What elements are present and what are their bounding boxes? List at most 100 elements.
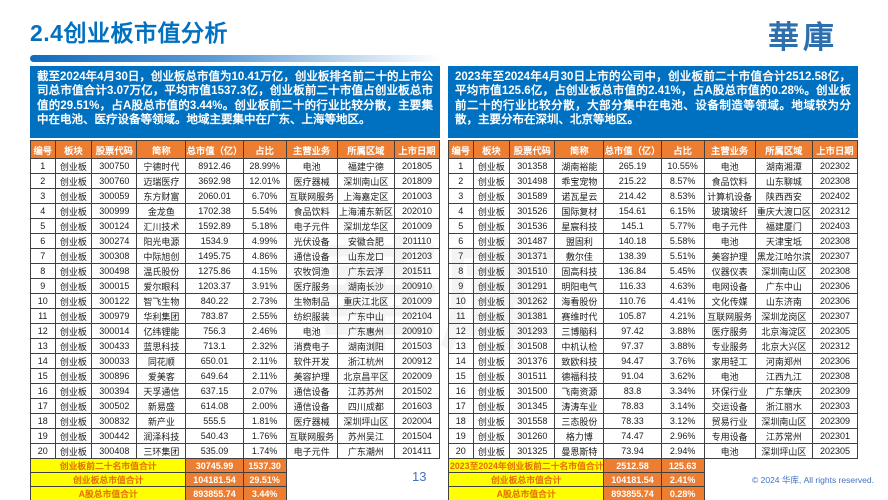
table-cell: 深圳坪山区 (336, 413, 395, 429)
table-cell: 广东云浮 (336, 263, 395, 279)
table-cell: 通信设备 (285, 398, 338, 414)
table-cell: 新易盛 (136, 398, 187, 414)
summary-value: 104181.54 (185, 472, 244, 487)
table-cell: 300433 (91, 338, 138, 354)
column-header: 简称 (554, 140, 605, 159)
column-header: 股票代码 (91, 140, 138, 159)
table-cell: 福建宁德 (336, 158, 395, 174)
table-cell: 202402 (811, 188, 859, 204)
table-cell: 北京大兴区 (754, 338, 813, 354)
table-cell: 互联网服务 (285, 188, 338, 204)
table-row: 18 创业板 300832 新产业 555.5 1.81% 医疗器械 深圳坪山区 202004 (30, 413, 441, 429)
table-cell: 2.73% (242, 293, 287, 309)
table-cell: 电子元件 (703, 218, 756, 234)
table-footer: 2023至2024年创业板前二十名市值合计 2512.58 125.63 创业板总市值… (447, 458, 858, 500)
table-cell: 浙江杭州 (336, 353, 395, 369)
table-cell: 爱尔眼科 (136, 278, 187, 294)
table-cell: 16 (30, 383, 56, 399)
table-row: 1 创业板 301358 湖南裕能 265.19 10.55% 电池 湖南湘潭 202302 (448, 158, 859, 174)
table-cell: 10.55% (660, 158, 705, 174)
table-cell: 5.54% (242, 203, 287, 219)
table-cell: 广东中山 (754, 278, 813, 294)
table-cell: 20 (30, 443, 56, 459)
table-body: 1 创业板 300750 宁德时代 8912.46 28.99% 电池 福建宁德 201805 2… (30, 158, 441, 459)
table-cell: 555.5 (185, 413, 244, 429)
table-cell: 300059 (91, 188, 138, 204)
table-cell: 创业板 (472, 248, 511, 264)
summary-row: 创业板总市值合计 104181.54 29.51% (29, 472, 440, 487)
table-cell: 湖南湘潭 (754, 158, 813, 174)
table-cell: 6.15% (660, 203, 705, 219)
table-cell: 2060.01 (185, 188, 244, 204)
table-cell: 3 (30, 188, 56, 204)
table-cell: 致欧科技 (554, 353, 605, 369)
table-cell: 创业板 (54, 203, 93, 219)
table-cell: 曼恩斯特 (554, 443, 605, 459)
table-row: 10 创业板 301262 海看股份 110.76 4.41% 文化传媒 山东济南 202306 (448, 293, 859, 309)
table-cell: 78.33 (603, 413, 662, 429)
table-row: 19 创业板 301260 格力博 74.47 2.96% 专用设备 江苏常州 202301 (448, 428, 859, 444)
table-cell: 黑龙江哈尔滨 (754, 248, 813, 264)
table-cell: 16 (448, 383, 474, 399)
table-cell: 11 (30, 308, 56, 324)
table-row: 7 创业板 301371 敷尔佳 138.39 5.51% 美容护理 黑龙江哈尔滨 202307 (448, 248, 859, 264)
table-cell: 创业板 (472, 383, 511, 399)
column-header: 板块 (472, 140, 511, 159)
table-cell: 创业板 (472, 158, 511, 174)
content-panels: 截至2024年4月30日，创业板总市值为10.41万亿，创业板排名前二十的上市公… (29, 66, 859, 500)
table-cell: 202004 (393, 413, 441, 429)
table-cell: 浙江丽水 (754, 398, 813, 414)
table-cell: 6.70% (242, 188, 287, 204)
table-row: 2 创业板 301498 乖宝宠物 215.22 8.57% 食品饮料 山东聊城 202308 (448, 173, 859, 189)
table-cell: 301325 (509, 443, 556, 459)
table-cell: 201203 (393, 248, 441, 264)
column-header: 所属区域 (336, 140, 395, 159)
table-cell: 783.87 (185, 308, 244, 324)
table-cell: 301558 (509, 413, 556, 429)
table-cell: 300015 (91, 278, 138, 294)
table-cell: 通信设备 (285, 248, 338, 264)
table-cell: 301381 (509, 308, 556, 324)
table-cell: 4.63% (660, 278, 705, 294)
table-cell: 创业板 (54, 308, 93, 324)
table-row: 13 创业板 300433 蓝思科技 713.1 2.32% 消费电子 湖南浏阳 201503 (30, 338, 441, 354)
table-cell: 天津宝坻 (754, 233, 813, 249)
page-title: 2.4创业板市值分析 (30, 20, 228, 46)
table-cell: 13 (30, 338, 56, 354)
table-cell: 10 (30, 293, 56, 309)
table-cell: 201603 (393, 398, 441, 414)
table-cell: 江西九江 (754, 368, 813, 384)
table-row: 19 创业板 300442 润泽科技 540.43 1.76% 互联网服务 苏州吴江 20150… (30, 428, 441, 444)
column-header: 所属区域 (754, 140, 813, 159)
table-cell: 同花顺 (136, 353, 187, 369)
table-cell: 7 (30, 248, 56, 264)
table-cell: 赛维时代 (554, 308, 605, 324)
table-cell: 301262 (509, 293, 556, 309)
table-cell: 三态股份 (554, 413, 605, 429)
summary-value: 30745.99 (185, 458, 244, 473)
table-cell: 创业板 (472, 293, 511, 309)
table-cell: 创业板 (54, 248, 93, 264)
table-cell: 河南郑州 (754, 353, 813, 369)
summary-row: A股总市值合计 893855.74 0.28% (447, 486, 858, 500)
table-cell: 1203.37 (185, 278, 244, 294)
table-cell: 300750 (91, 158, 138, 174)
table-cell: 盟固利 (554, 233, 605, 249)
table-cell: 301500 (509, 383, 556, 399)
table-cell: 创业板 (54, 428, 93, 444)
table-cell: 4 (30, 203, 56, 219)
table-cell: 649.64 (185, 368, 244, 384)
table-cell: 美容护理 (703, 248, 756, 264)
table-cell: 202309 (811, 413, 859, 429)
table-cell: 智飞生物 (136, 293, 187, 309)
table-cell: 北京海淀区 (754, 323, 813, 339)
table-cell: 4.99% (242, 233, 287, 249)
table-cell: 202308 (811, 263, 859, 279)
table-cell: 1592.89 (185, 218, 244, 234)
table-cell: 文化传媒 (703, 293, 756, 309)
table-cell: 8.57% (660, 173, 705, 189)
left-top20-table: 编号 板块 股票代码 简称 总市值（亿） 占比 主营业务 所属区域 上市日期 1 创业板 30075… (29, 140, 441, 500)
table-cell: 山东济南 (754, 293, 813, 309)
table-cell: 6 (448, 233, 474, 249)
table-cell: 创业板 (472, 368, 511, 384)
